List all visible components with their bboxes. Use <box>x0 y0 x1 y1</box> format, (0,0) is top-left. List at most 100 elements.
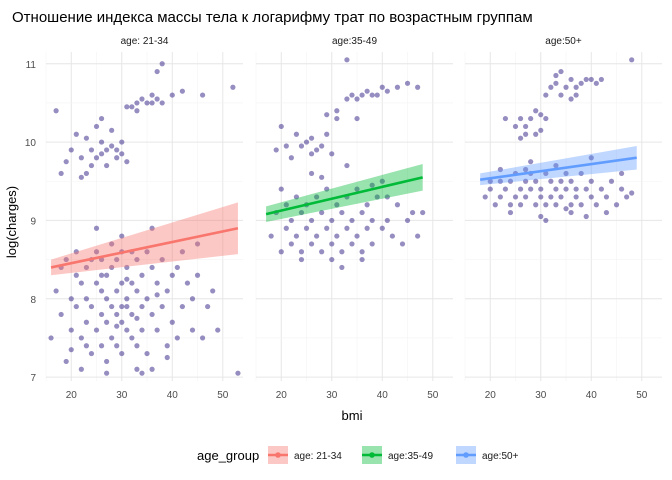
data-point <box>538 194 544 200</box>
data-point <box>119 319 125 325</box>
data-point <box>624 194 630 200</box>
data-point <box>603 194 610 200</box>
data-point <box>553 72 559 79</box>
data-point <box>199 92 206 98</box>
data-point <box>598 76 604 83</box>
data-point <box>159 256 165 263</box>
data-point <box>523 178 529 184</box>
data-point <box>533 108 539 114</box>
data-point <box>109 127 115 133</box>
data-point <box>134 366 140 372</box>
data-point <box>319 174 325 180</box>
y-tick-label: 7 <box>30 373 36 384</box>
data-point <box>568 76 574 83</box>
data-point <box>199 335 206 341</box>
data-point <box>497 166 503 173</box>
y-tick-label: 10 <box>25 138 37 149</box>
data-point <box>83 135 90 141</box>
data-point <box>308 217 315 224</box>
data-point <box>329 241 335 247</box>
data-point <box>63 256 69 263</box>
data-point <box>129 280 135 286</box>
data-point <box>73 249 79 255</box>
data-point <box>129 335 135 341</box>
data-point <box>349 217 355 224</box>
data-point <box>93 155 100 161</box>
data-point <box>293 131 300 137</box>
chart-title: Отношение индекса массы тела к логарифму… <box>12 9 533 26</box>
data-point <box>379 84 385 90</box>
data-point <box>583 213 589 220</box>
data-point <box>354 186 360 192</box>
data-point <box>558 194 564 200</box>
data-point <box>364 225 370 231</box>
data-point <box>184 280 191 286</box>
data-point <box>349 241 355 247</box>
data-point <box>169 92 175 98</box>
legend-item: age:50+ <box>456 446 519 464</box>
data-point <box>344 225 350 231</box>
data-point <box>159 100 165 106</box>
data-point <box>573 92 579 98</box>
data-point <box>114 323 120 329</box>
data-point <box>88 147 95 153</box>
data-point <box>359 92 365 98</box>
data-point <box>104 162 110 169</box>
facet-label: age:35-49 <box>332 36 377 47</box>
data-point <box>409 209 416 216</box>
data-point <box>415 84 421 90</box>
data-point <box>553 186 559 192</box>
x-tick-label: 40 <box>167 390 179 401</box>
data-point <box>308 151 315 157</box>
data-point <box>298 249 305 255</box>
data-point <box>119 303 125 310</box>
legend-label: age:35-49 <box>388 451 433 462</box>
data-point <box>374 194 380 200</box>
data-point <box>83 319 90 325</box>
data-point <box>598 186 604 192</box>
legend-key-point <box>369 452 375 458</box>
data-point <box>283 143 289 149</box>
data-point <box>523 131 529 137</box>
data-point <box>553 202 559 208</box>
data-point <box>379 225 385 231</box>
legend-key-point <box>275 452 281 458</box>
data-point <box>93 280 100 286</box>
data-point <box>303 225 310 231</box>
data-point <box>298 209 305 216</box>
data-point <box>149 366 155 372</box>
x-tick-label: 20 <box>485 390 497 401</box>
data-point <box>394 84 401 90</box>
data-point <box>603 209 610 216</box>
x-tick-label: 30 <box>535 390 547 401</box>
data-point <box>139 327 145 333</box>
data-point <box>324 186 330 192</box>
data-point <box>104 358 110 365</box>
data-point <box>573 186 579 192</box>
data-point <box>104 272 110 278</box>
data-point <box>394 202 401 208</box>
data-point <box>553 162 559 169</box>
data-point <box>114 288 120 294</box>
data-point <box>588 194 594 200</box>
data-point <box>303 139 310 145</box>
x-tick-label: 30 <box>116 390 128 401</box>
data-point <box>538 186 544 192</box>
data-point <box>109 241 115 247</box>
data-point <box>215 327 221 333</box>
x-tick-label: 20 <box>66 390 78 401</box>
data-point <box>268 233 274 239</box>
data-point <box>563 206 569 212</box>
data-point <box>194 272 201 278</box>
data-point <box>533 178 539 184</box>
data-point <box>308 170 315 177</box>
x-tick-label: 40 <box>586 390 598 401</box>
data-point <box>613 202 620 208</box>
data-point <box>83 170 90 177</box>
data-point <box>119 233 125 239</box>
y-tick-label: 11 <box>26 60 37 71</box>
data-point <box>129 104 135 110</box>
data-point <box>528 159 534 165</box>
data-point <box>298 256 305 263</box>
data-point <box>283 202 289 208</box>
